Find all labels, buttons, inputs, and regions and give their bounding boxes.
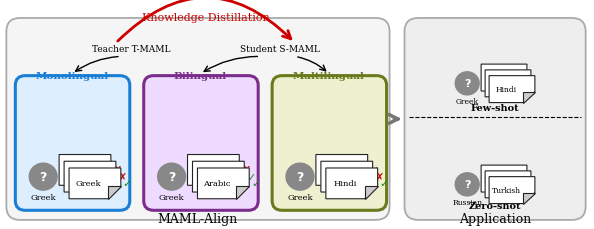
Text: ?: ? <box>296 170 304 183</box>
Text: ✗: ✗ <box>118 172 127 182</box>
Polygon shape <box>360 180 372 192</box>
Polygon shape <box>326 168 378 199</box>
Text: Bilingual: Bilingual <box>174 72 227 81</box>
Polygon shape <box>481 165 527 192</box>
Text: Teacher T-MAML: Teacher T-MAML <box>91 45 170 54</box>
Text: Greek: Greek <box>66 166 91 174</box>
Text: ✗: ✗ <box>241 165 251 175</box>
FancyBboxPatch shape <box>272 76 387 210</box>
Polygon shape <box>523 92 535 103</box>
Text: Greek: Greek <box>491 80 514 88</box>
Text: ✓: ✓ <box>123 179 132 188</box>
Polygon shape <box>516 181 527 192</box>
Text: Greek: Greek <box>327 173 353 181</box>
Text: Arabic: Arabic <box>193 166 221 174</box>
Text: Hindi: Hindi <box>334 180 357 188</box>
Polygon shape <box>321 161 372 192</box>
Text: Greek: Greek <box>159 193 184 201</box>
Polygon shape <box>192 161 244 192</box>
Text: Zero-shot: Zero-shot <box>469 202 522 210</box>
Text: ✗: ✗ <box>113 165 122 175</box>
Polygon shape <box>523 193 535 204</box>
Polygon shape <box>489 177 535 204</box>
Polygon shape <box>188 155 239 185</box>
Polygon shape <box>485 71 531 97</box>
Text: Turkish: Turkish <box>492 186 521 194</box>
Text: Arabic: Arabic <box>198 173 226 181</box>
Circle shape <box>455 173 479 196</box>
Text: Thai: Thai <box>494 180 511 188</box>
Polygon shape <box>103 180 116 192</box>
Polygon shape <box>520 86 531 97</box>
Polygon shape <box>226 173 239 185</box>
Text: Arabic: Arabic <box>486 74 511 82</box>
Text: ✗: ✗ <box>375 172 384 182</box>
Text: Greek: Greek <box>75 180 102 188</box>
Polygon shape <box>481 65 527 92</box>
Polygon shape <box>59 155 111 185</box>
Text: ✓: ✓ <box>369 165 379 175</box>
Circle shape <box>29 164 57 190</box>
Text: Student S-MAML: Student S-MAML <box>240 45 320 54</box>
Circle shape <box>157 164 185 190</box>
Text: ?: ? <box>168 170 175 183</box>
Polygon shape <box>365 186 378 199</box>
Text: Hindi: Hindi <box>496 86 517 94</box>
Polygon shape <box>355 173 368 185</box>
Text: Monolingual: Monolingual <box>36 72 109 81</box>
Text: Knowledge Distillation: Knowledge Distillation <box>141 13 269 23</box>
Polygon shape <box>316 155 368 185</box>
Text: Russian: Russian <box>452 198 482 206</box>
Text: Greek: Greek <box>456 97 479 105</box>
Text: Greek: Greek <box>30 193 56 201</box>
Text: ?: ? <box>464 180 470 190</box>
Text: MAML-Align: MAML-Align <box>157 212 238 225</box>
Circle shape <box>455 73 479 95</box>
Polygon shape <box>485 171 531 198</box>
Text: Russian: Russian <box>484 175 513 183</box>
FancyBboxPatch shape <box>7 19 390 220</box>
Text: Greek: Greek <box>287 193 313 201</box>
Text: Greek: Greek <box>71 173 96 181</box>
Text: ?: ? <box>464 79 470 89</box>
Polygon shape <box>489 76 535 103</box>
FancyBboxPatch shape <box>405 19 586 220</box>
Text: Multilingual: Multilingual <box>293 72 365 81</box>
Text: ?: ? <box>40 170 47 183</box>
Text: ✓: ✓ <box>247 172 255 182</box>
FancyBboxPatch shape <box>144 76 258 210</box>
Polygon shape <box>520 187 531 198</box>
Text: ✓: ✓ <box>380 179 389 188</box>
Circle shape <box>286 164 314 190</box>
Polygon shape <box>108 186 121 199</box>
Polygon shape <box>197 168 249 199</box>
Polygon shape <box>236 186 249 199</box>
Polygon shape <box>98 173 111 185</box>
Text: ✓: ✓ <box>251 179 261 188</box>
Text: Few-shot: Few-shot <box>471 104 519 113</box>
Polygon shape <box>516 81 527 92</box>
Polygon shape <box>64 161 116 192</box>
Text: Arabic: Arabic <box>203 180 230 188</box>
Polygon shape <box>231 180 244 192</box>
Polygon shape <box>69 168 121 199</box>
FancyBboxPatch shape <box>15 76 129 210</box>
Text: Application: Application <box>459 212 531 225</box>
Text: Arabic: Arabic <box>321 166 349 174</box>
